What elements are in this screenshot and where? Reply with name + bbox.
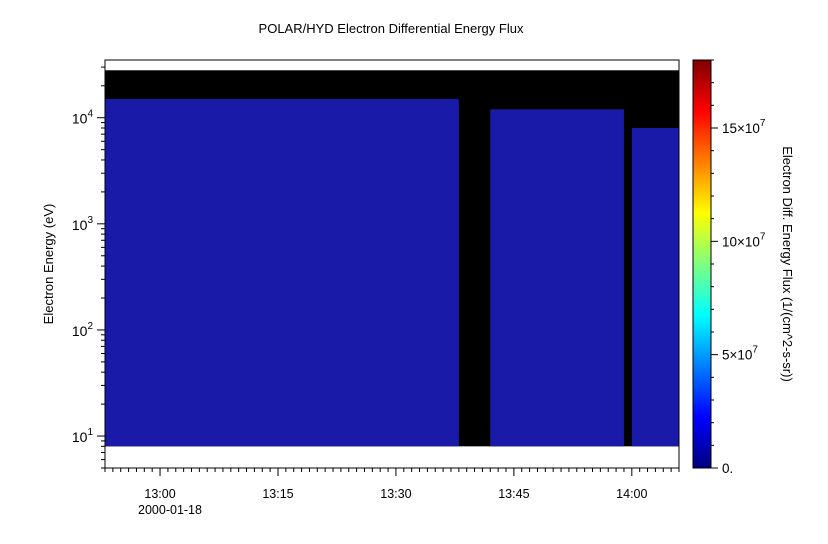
x-tick-label: 14:00	[616, 487, 647, 501]
region-low-energy-flux	[105, 99, 459, 447]
x-axis-date: 2000-01-18	[138, 503, 202, 517]
y-tick-label: 102	[72, 321, 94, 339]
x-tick-label: 13:00	[144, 487, 175, 501]
colorbar-tick-label: 0.	[722, 461, 733, 476]
plot-area	[105, 70, 679, 447]
y-tick-label: 104	[72, 109, 94, 127]
colorbar-tick-label: 5×107	[722, 345, 758, 363]
colorbar	[692, 59, 712, 469]
region-late-flux	[631, 128, 679, 447]
y-tick-label: 101	[72, 427, 94, 445]
x-axis-ticks: 13:00 13:15 13:30 13:45 14:00	[104, 468, 680, 501]
x-tick-label: 13:30	[380, 487, 411, 501]
x-tick-label: 13:15	[262, 487, 293, 501]
y-axis-label: Electron Energy (eV)	[41, 204, 56, 325]
colorbar-tick-label: 10×107	[722, 231, 766, 249]
x-tick-label: 13:45	[498, 487, 529, 501]
y-tick-label: 103	[72, 215, 94, 233]
y-axis-ticks: 101 102 103 104	[72, 66, 105, 469]
colorbar-label: Electron Diff. Energy Flux (1/(cm^2-s-sr…	[780, 146, 795, 382]
region-interval-flux	[490, 109, 624, 447]
plot-frame	[104, 59, 680, 469]
colorbar-ticks: 0. 5×107 10×107 15×107	[711, 59, 766, 476]
chart-title: POLAR/HYD Electron Differential Energy F…	[259, 21, 524, 36]
colorbar-tick-label: 15×107	[722, 118, 766, 136]
